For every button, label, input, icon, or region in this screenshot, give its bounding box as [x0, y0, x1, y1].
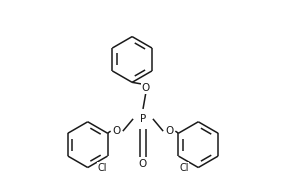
- Text: O: O: [142, 84, 150, 94]
- Text: O: O: [113, 126, 121, 136]
- Text: Cl: Cl: [98, 162, 107, 173]
- Text: O: O: [165, 126, 173, 136]
- Text: P: P: [140, 114, 146, 124]
- Text: Cl: Cl: [179, 162, 188, 173]
- Text: O: O: [139, 159, 147, 169]
